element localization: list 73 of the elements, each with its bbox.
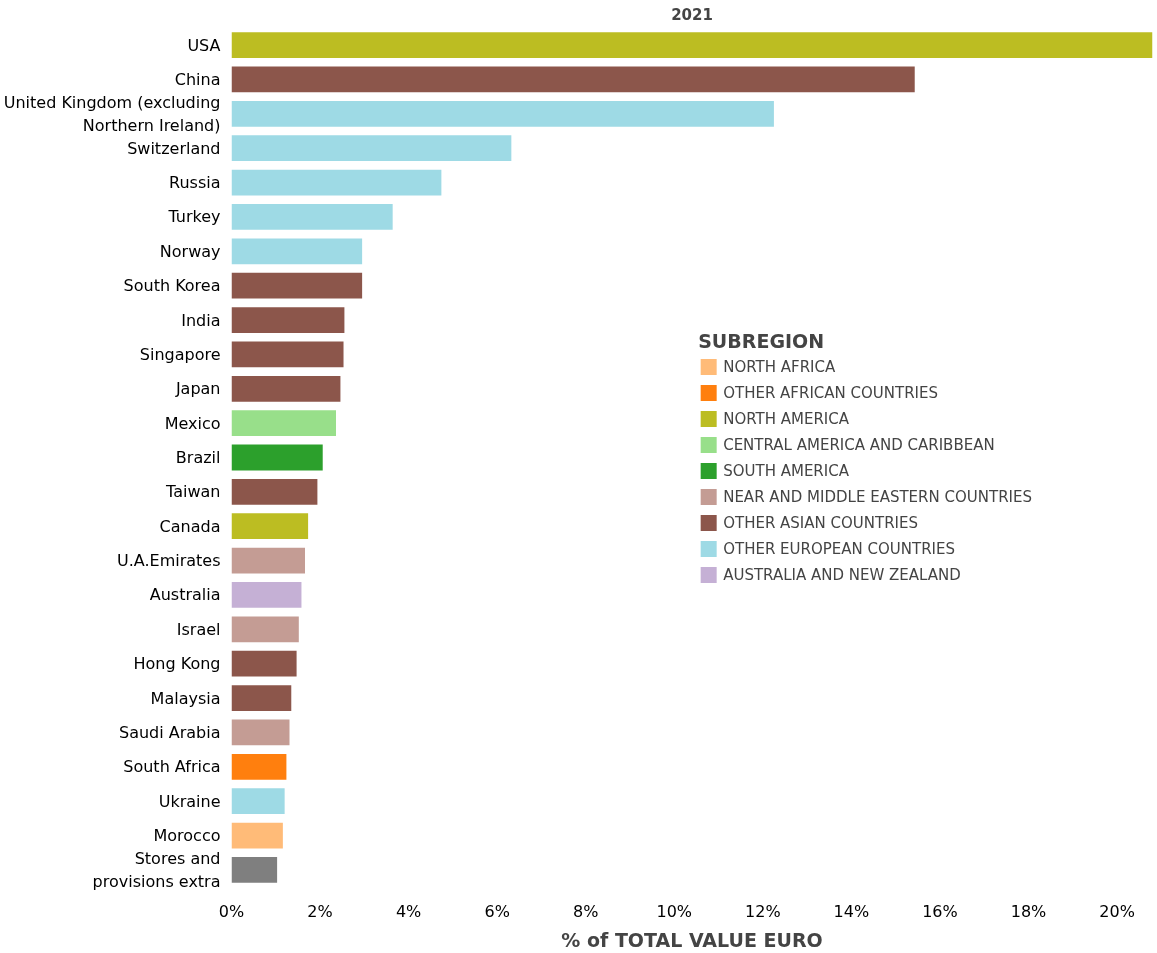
bar [231, 719, 290, 746]
y-tick-label: Canada [159, 516, 221, 536]
bar [231, 375, 341, 402]
y-tick-label: China [174, 69, 221, 89]
y-tick-label: South Korea [123, 276, 221, 296]
y-tick-label: Japan [174, 379, 221, 399]
bar [231, 513, 309, 540]
bar [231, 616, 299, 643]
y-tick-label: Israel [176, 619, 221, 639]
bar [231, 856, 278, 883]
bar [231, 66, 915, 93]
y-tick-label: Turkey [167, 207, 221, 227]
y-tick-label: U.A.Emirates [116, 551, 221, 571]
bar [231, 32, 1153, 59]
bar [231, 169, 442, 196]
bar [231, 685, 292, 711]
bar [231, 100, 774, 127]
x-tick-label: 10% [656, 901, 693, 921]
legend-label: OTHER AFRICAN COUNTRIES [723, 383, 939, 402]
legend-label: OTHER EUROPEAN COUNTRIES [723, 539, 956, 558]
y-tick-label: United Kingdom (excluding Northern Ireland) [3, 92, 221, 135]
x-tick-label: 18% [1010, 901, 1047, 921]
bar [231, 582, 302, 608]
y-tick-label: Ukraine [158, 791, 221, 811]
x-tick-label: 6% [484, 901, 510, 921]
y-tick-label: Morocco [153, 826, 221, 846]
bar [231, 204, 393, 230]
bar [231, 547, 305, 574]
y-tick-label: Brazil [175, 448, 221, 467]
bar [231, 650, 297, 677]
y-tick-label: Australia [149, 585, 221, 605]
y-tick-label: Switzerland [127, 138, 221, 158]
y-tick-label: Norway [159, 241, 221, 261]
x-axis-title: % of TOTAL VALUE EURO [561, 928, 823, 951]
bar [231, 478, 318, 505]
x-tick-label: 20% [1099, 901, 1135, 921]
y-tick-label: South Africa [123, 757, 221, 777]
bar [231, 410, 336, 437]
y-tick-label: Hong Kong [133, 654, 221, 674]
legend-label: NORTH AMERICA [723, 409, 850, 428]
y-tick-label: Russia [169, 173, 221, 193]
bar [231, 238, 363, 265]
y-tick-label: Stores and provisions extra [92, 848, 221, 891]
bar [231, 272, 363, 299]
x-tick-label: 12% [745, 901, 781, 921]
legend-label: SOUTH AMERICA [723, 461, 849, 480]
bar [231, 341, 344, 368]
x-tick-label: 2% [307, 901, 333, 921]
bar [231, 822, 283, 849]
bar [231, 444, 323, 471]
y-tick-label: Taiwan [165, 482, 221, 502]
legend-label: OTHER ASIAN COUNTRIES [723, 513, 919, 532]
bar [231, 307, 345, 333]
x-tick-label: 0% [218, 901, 245, 921]
x-tick-label: 4% [395, 901, 422, 921]
y-tick-label: Malaysia [150, 688, 221, 708]
y-tick-label: Singapore [139, 344, 221, 364]
legend-label: NEAR AND MIDDLE EASTERN COUNTRIES [723, 487, 1032, 506]
y-tick-label: Saudi Arabia [118, 722, 221, 742]
bar [231, 135, 512, 162]
legend-label: CENTRAL AMERICA AND CARIBBEAN [723, 435, 995, 454]
y-tick-label: India [181, 310, 221, 330]
x-tick-label: 14% [833, 901, 870, 921]
bar [231, 753, 287, 780]
x-tick-label: 8% [573, 901, 599, 921]
bar [231, 788, 285, 815]
y-tick-label: USA [187, 35, 221, 55]
x-tick-label: 16% [922, 901, 958, 921]
y-tick-label: Mexico [164, 413, 221, 433]
legend-label: NORTH AFRICA [723, 357, 836, 376]
legend-title: SUBREGION [698, 329, 826, 352]
chart-title: 2021 [671, 5, 713, 24]
legend-label: AUSTRALIA AND NEW ZEALAND [723, 565, 961, 584]
